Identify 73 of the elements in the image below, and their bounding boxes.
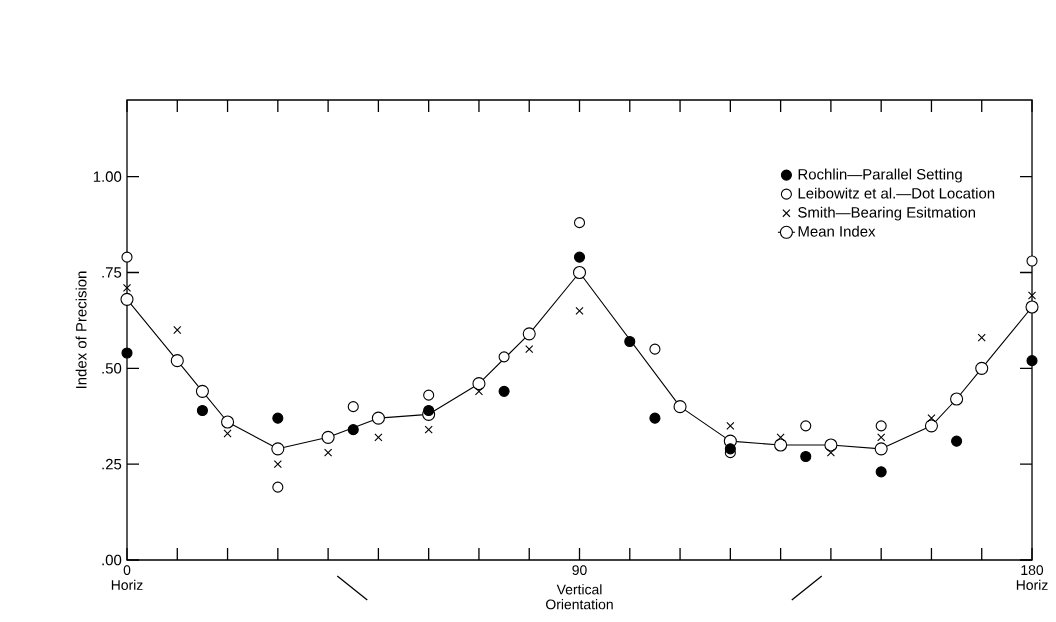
point bbox=[347, 401, 359, 413]
legend-label: Mean Index bbox=[798, 225, 876, 237]
point bbox=[371, 411, 385, 425]
y-tick-label: .50 bbox=[102, 363, 122, 374]
point bbox=[875, 420, 887, 432]
point bbox=[1027, 291, 1037, 300]
point bbox=[927, 414, 936, 423]
point bbox=[272, 412, 284, 424]
point bbox=[824, 438, 838, 452]
point bbox=[977, 333, 986, 342]
point bbox=[572, 265, 587, 280]
point bbox=[374, 433, 383, 442]
y-tick-label: 1.00 bbox=[93, 171, 122, 182]
point bbox=[173, 325, 182, 335]
point bbox=[347, 424, 359, 436]
point bbox=[522, 327, 536, 341]
point bbox=[975, 361, 989, 375]
point bbox=[673, 400, 687, 414]
point bbox=[423, 389, 435, 401]
point bbox=[1026, 255, 1038, 267]
point bbox=[573, 251, 586, 263]
point bbox=[121, 347, 133, 359]
point bbox=[525, 345, 534, 354]
point bbox=[120, 292, 134, 306]
point bbox=[776, 433, 785, 442]
point bbox=[624, 335, 636, 348]
point bbox=[575, 306, 584, 315]
point bbox=[800, 450, 812, 463]
point bbox=[1026, 355, 1038, 367]
y-axis-title: Index of Precision bbox=[75, 271, 87, 389]
point bbox=[874, 442, 888, 456]
point bbox=[649, 343, 661, 355]
point bbox=[121, 251, 133, 263]
point bbox=[272, 481, 284, 493]
point bbox=[877, 433, 886, 442]
point bbox=[774, 438, 788, 452]
point bbox=[122, 283, 132, 292]
point bbox=[951, 435, 963, 447]
point bbox=[424, 425, 433, 434]
point bbox=[474, 387, 484, 396]
point bbox=[875, 466, 887, 478]
point bbox=[726, 421, 735, 430]
y-tick-label: .00 bbox=[102, 554, 122, 566]
point bbox=[498, 351, 510, 363]
x-tick-label: 90 bbox=[572, 565, 587, 576]
point bbox=[221, 415, 235, 429]
point bbox=[573, 217, 586, 229]
point bbox=[498, 385, 510, 397]
point bbox=[950, 392, 964, 406]
point bbox=[1025, 300, 1039, 314]
point bbox=[324, 448, 333, 457]
point bbox=[472, 377, 486, 391]
point bbox=[196, 404, 208, 417]
point bbox=[170, 354, 184, 368]
point bbox=[273, 460, 282, 469]
y-tick-label: .75 bbox=[102, 267, 122, 278]
point bbox=[321, 430, 335, 444]
legend-label: Smith—Bearing Esitmation bbox=[798, 206, 976, 221]
point bbox=[800, 420, 812, 432]
point bbox=[649, 412, 661, 424]
point bbox=[724, 443, 736, 455]
x-tick-label: 0 Horiz bbox=[111, 565, 143, 590]
point bbox=[271, 442, 285, 456]
point bbox=[826, 448, 835, 457]
x-tick-label: 180 Horiz bbox=[1016, 565, 1048, 590]
point bbox=[195, 384, 209, 398]
point bbox=[223, 429, 232, 438]
x-axis-title: Vertical Orientation bbox=[546, 584, 613, 610]
point bbox=[924, 419, 939, 433]
legend-label: Rochlin—Parallel Setting bbox=[798, 168, 962, 183]
legend-label: Leibowitz et al.—Dot Location bbox=[798, 187, 995, 199]
y-tick-label: .25 bbox=[102, 458, 122, 470]
point bbox=[423, 404, 435, 417]
